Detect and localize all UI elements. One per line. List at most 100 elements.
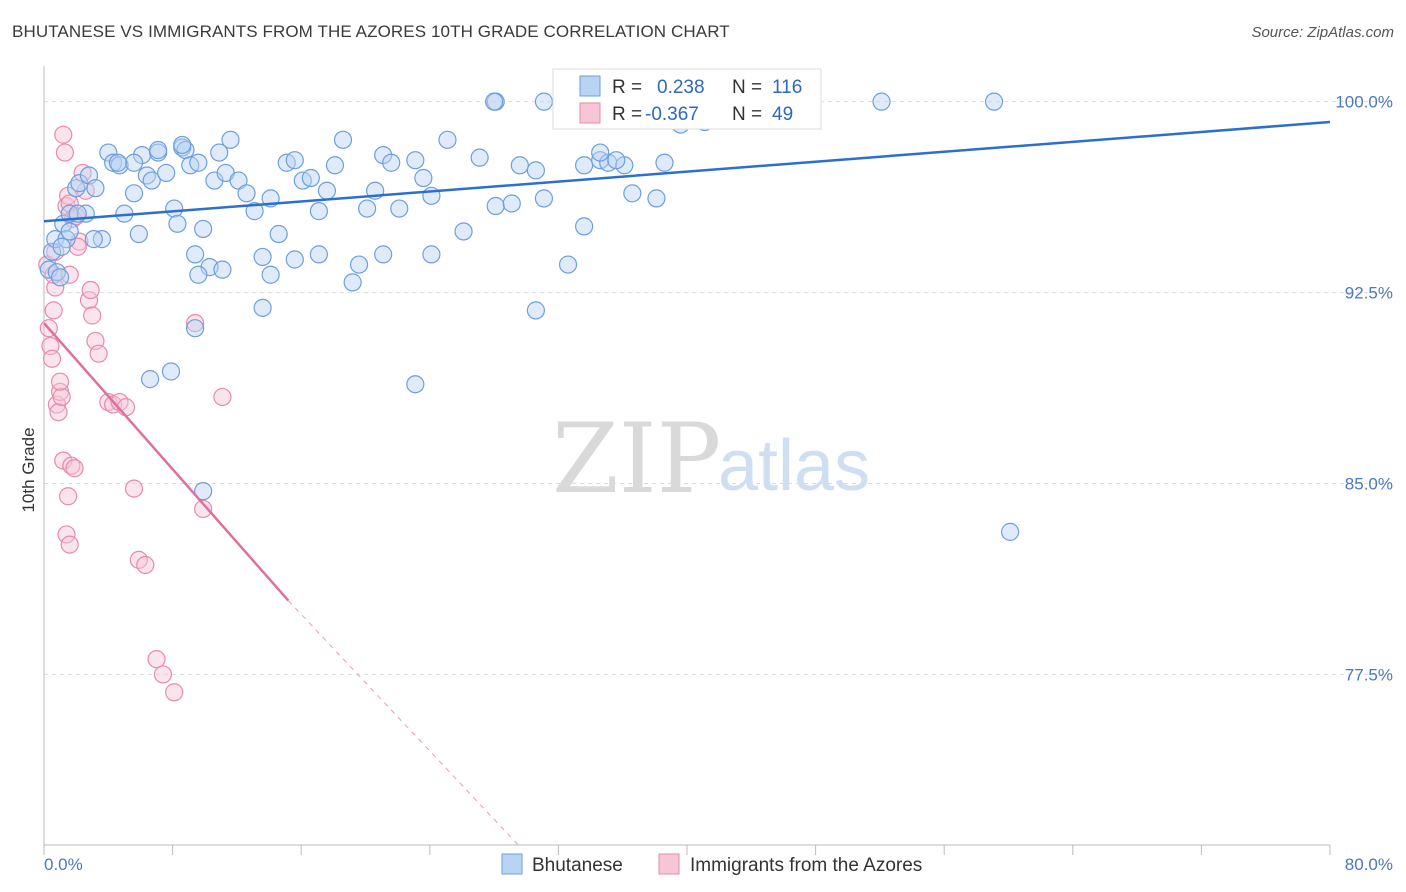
bhutanese-point	[623, 184, 642, 203]
bhutanese-point	[213, 260, 232, 279]
bhutanese-point	[358, 199, 377, 218]
azores-point	[55, 143, 74, 162]
bhutanese-trend-line	[43, 120, 1331, 223]
azores-point	[65, 459, 84, 478]
azores-point	[52, 387, 71, 407]
azores-point	[81, 280, 100, 300]
bhutanese-point	[349, 255, 369, 274]
bhutanese-point	[422, 245, 441, 264]
bhutanese-point	[1001, 522, 1020, 541]
bhutanese-point	[161, 362, 181, 381]
watermark-zip: ZIP	[552, 403, 721, 515]
bhutanese-point	[984, 92, 1004, 111]
bhutanese-point	[558, 255, 578, 274]
azores-point	[83, 306, 102, 325]
bhutanese-point	[137, 166, 156, 185]
azores-point	[42, 349, 62, 368]
legend-r-label-2: R =	[612, 104, 642, 125]
bhutanese-point	[186, 245, 205, 264]
bhutanese-point	[374, 245, 393, 264]
bhutanese-point	[382, 153, 401, 172]
bottom-legend-label-bhutanese: Bhutanese	[532, 855, 623, 876]
bhutanese-point	[261, 265, 280, 284]
bhutanese-point	[470, 148, 489, 167]
bhutanese-point	[168, 214, 187, 233]
series-legend: Bhutanese Immigrants from the Azores	[501, 853, 922, 876]
legend-n-label-2: N =	[732, 104, 762, 125]
y-tick-label: 100.0%	[1335, 93, 1393, 112]
x-tick-label-min: 0.0%	[44, 855, 83, 874]
azores-point	[147, 650, 166, 669]
bhutanese-point	[301, 168, 320, 188]
azores-point	[186, 314, 205, 333]
azores-point	[124, 479, 144, 498]
azores-point	[57, 525, 76, 544]
bhutanese-point	[269, 224, 288, 244]
y-tick-label: 92.5%	[1345, 284, 1393, 303]
bhutanese-point	[124, 153, 144, 172]
watermark-atlas: atlas	[718, 426, 870, 506]
stats-legend: R = 0.238 N = 116 R = -0.367 N = 49	[552, 68, 822, 130]
bhutanese-point	[285, 151, 304, 170]
bhutanese-point	[86, 179, 105, 198]
bhutanese-point	[189, 153, 208, 172]
bhutanese-point	[140, 370, 160, 389]
azores-point	[165, 683, 184, 702]
bhutanese-point	[534, 92, 554, 111]
bhutanese-point	[526, 161, 545, 180]
bhutanese-point	[84, 230, 103, 249]
bhutanese-point	[60, 222, 79, 241]
azores-trend-line	[43, 322, 290, 602]
bhutanese-point	[253, 247, 272, 267]
azores-point	[62, 456, 81, 475]
y-axis-title: 10th Grade	[19, 427, 38, 512]
bottom-legend-swatch-azores	[658, 853, 680, 875]
bhutanese-point	[406, 375, 425, 394]
chart-title: BHUTANESE VS IMMIGRANTS FROM THE AZORES …	[12, 22, 730, 41]
azores-point	[89, 344, 108, 363]
bhutanese-point	[149, 140, 168, 160]
bhutanese-point	[165, 199, 184, 218]
azores-point	[49, 403, 68, 422]
legend-r-label-1: R =	[612, 77, 642, 98]
azores-point	[136, 555, 155, 575]
bhutanese-point	[50, 268, 70, 287]
bottom-legend-swatch-bhutanese	[501, 853, 523, 875]
bhutanese-point	[253, 298, 272, 317]
bhutanese-point	[157, 163, 176, 183]
bhutanese-point	[142, 171, 161, 190]
bhutanese-point	[317, 181, 337, 200]
y-tick-label: 85.0%	[1345, 475, 1393, 494]
bhutanese-point	[872, 92, 891, 111]
bhutanese-point	[108, 153, 128, 172]
bhutanese-point	[510, 156, 529, 175]
azores-point	[59, 487, 78, 506]
bhutanese-points	[39, 92, 1020, 541]
azores-trend-extension	[287, 600, 519, 846]
bhutanese-point	[70, 174, 89, 193]
bhutanese-point	[485, 92, 504, 111]
bhutanese-point	[333, 130, 353, 149]
azores-point	[44, 301, 63, 320]
bhutanese-point	[173, 135, 192, 155]
bhutanese-point	[129, 224, 148, 244]
bhutanese-point	[647, 189, 666, 208]
source-credit: Source: ZipAtlas.com	[1251, 24, 1394, 41]
bhutanese-point	[245, 202, 264, 221]
bhutanese-point	[309, 202, 328, 221]
bhutanese-point	[575, 156, 594, 175]
bhutanese-point	[67, 179, 86, 198]
legend-n-value-1: 116	[772, 77, 802, 98]
azores-point	[213, 387, 232, 407]
legend-swatch-azores	[579, 102, 601, 124]
bhutanese-point	[52, 237, 71, 256]
bhutanese-point	[309, 245, 328, 264]
bhutanese-point	[591, 143, 610, 162]
bhutanese-point	[186, 319, 205, 338]
azores-point	[54, 125, 73, 144]
bhutanese-point	[414, 168, 433, 188]
bhutanese-point	[390, 199, 409, 218]
legend-n-value-2: 49	[772, 104, 793, 125]
azores-point	[50, 372, 70, 391]
